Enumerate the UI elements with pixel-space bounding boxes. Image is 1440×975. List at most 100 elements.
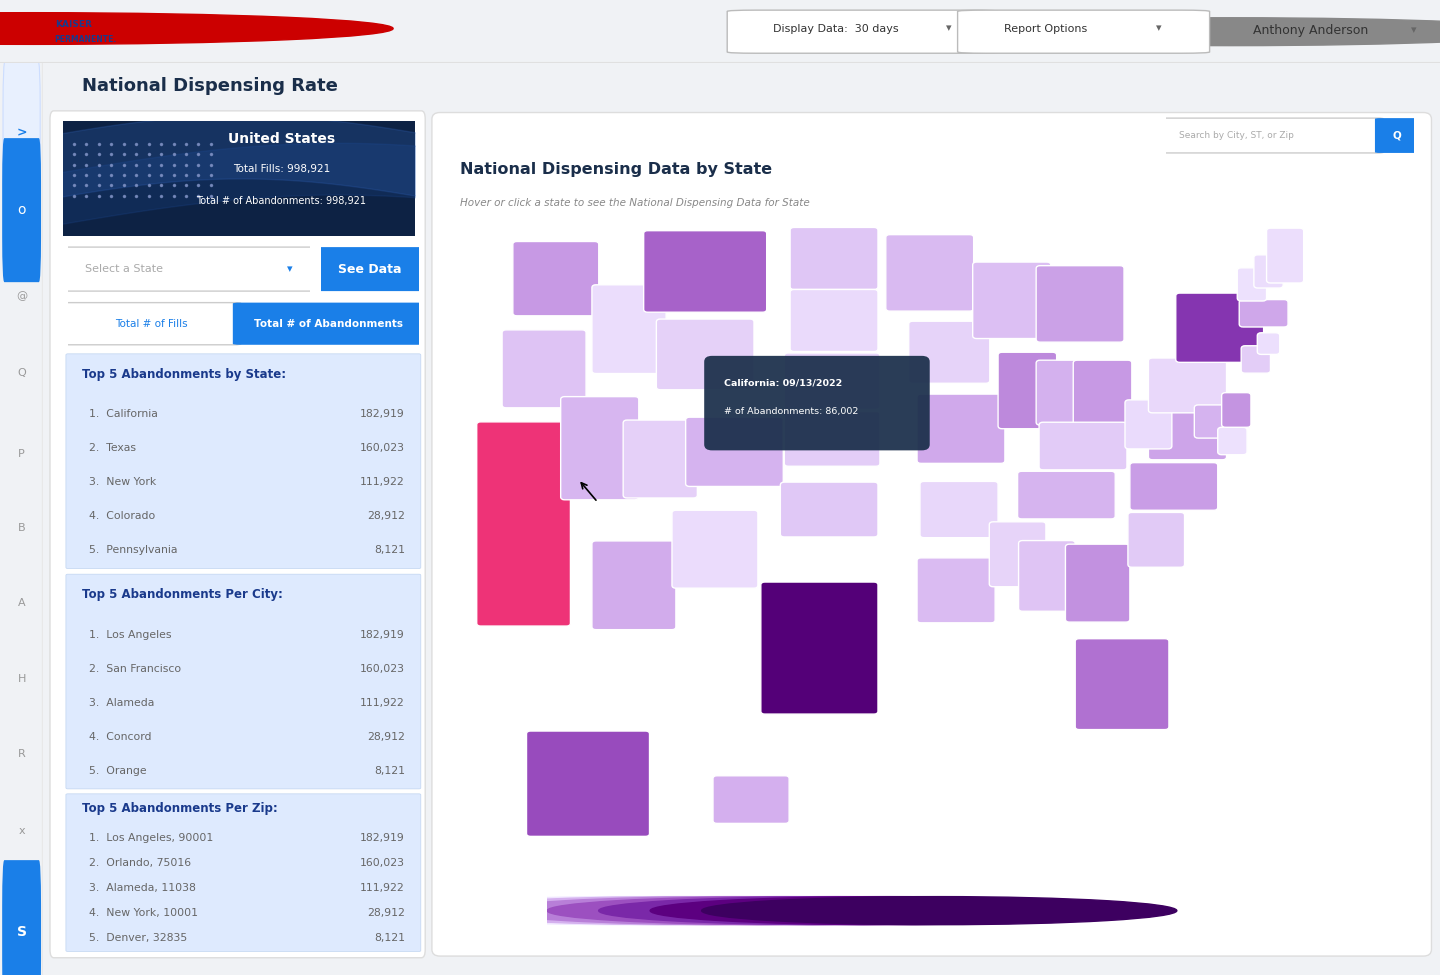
- Text: ▾: ▾: [287, 264, 292, 274]
- Text: Total # of Abandonments: Total # of Abandonments: [253, 319, 403, 329]
- Text: 8,121: 8,121: [374, 765, 405, 776]
- FancyBboxPatch shape: [320, 247, 420, 292]
- FancyBboxPatch shape: [713, 776, 789, 823]
- Text: 1.  Los Angeles, 90001: 1. Los Angeles, 90001: [89, 834, 213, 843]
- Text: ▾: ▾: [1411, 25, 1417, 35]
- Circle shape: [651, 897, 1126, 924]
- Text: Hover or click a state to see the National Dispensing Data for State: Hover or click a state to see the Nation…: [459, 198, 809, 208]
- FancyBboxPatch shape: [972, 262, 1051, 338]
- FancyBboxPatch shape: [233, 302, 425, 345]
- Text: ▾: ▾: [946, 23, 952, 33]
- FancyBboxPatch shape: [989, 522, 1045, 587]
- Text: ▾: ▾: [1156, 23, 1162, 33]
- FancyBboxPatch shape: [527, 731, 649, 837]
- Text: 160,023: 160,023: [360, 858, 405, 869]
- FancyBboxPatch shape: [1221, 393, 1251, 427]
- Text: o: o: [17, 203, 26, 217]
- Text: 4.  Concord: 4. Concord: [89, 732, 151, 742]
- Text: Top 5 Abandonments by State:: Top 5 Abandonments by State:: [82, 368, 287, 380]
- FancyBboxPatch shape: [624, 420, 697, 498]
- FancyBboxPatch shape: [1130, 463, 1218, 510]
- FancyBboxPatch shape: [66, 354, 420, 568]
- Text: H: H: [17, 674, 26, 683]
- Text: 5.  Orange: 5. Orange: [89, 765, 147, 776]
- FancyBboxPatch shape: [791, 290, 878, 352]
- Circle shape: [599, 897, 1074, 924]
- Text: B: B: [17, 524, 26, 533]
- FancyBboxPatch shape: [920, 482, 998, 537]
- Text: PERMANENTE.: PERMANENTE.: [55, 35, 117, 44]
- Text: National Dispensing Data by State: National Dispensing Data by State: [459, 162, 772, 177]
- Circle shape: [444, 897, 920, 924]
- FancyBboxPatch shape: [1, 860, 40, 975]
- FancyBboxPatch shape: [1241, 346, 1270, 373]
- Text: P: P: [19, 448, 24, 458]
- FancyBboxPatch shape: [998, 352, 1057, 429]
- Text: x: x: [19, 826, 24, 836]
- FancyBboxPatch shape: [704, 356, 930, 450]
- FancyBboxPatch shape: [1037, 265, 1125, 342]
- Text: California: 09/13/2022: California: 09/13/2022: [724, 378, 842, 387]
- FancyBboxPatch shape: [1240, 299, 1287, 327]
- Circle shape: [495, 897, 971, 924]
- Text: United States: United States: [228, 133, 334, 146]
- Text: 3.  New York: 3. New York: [89, 478, 156, 488]
- Text: 3.  Alameda: 3. Alameda: [89, 698, 154, 708]
- FancyBboxPatch shape: [62, 302, 240, 345]
- Text: 8,121: 8,121: [374, 933, 405, 943]
- FancyBboxPatch shape: [503, 330, 586, 408]
- Text: >: >: [16, 126, 27, 139]
- Text: A: A: [17, 598, 26, 608]
- FancyBboxPatch shape: [958, 10, 1210, 54]
- FancyBboxPatch shape: [1037, 360, 1084, 425]
- Text: 4.  New York, 10001: 4. New York, 10001: [89, 908, 197, 918]
- FancyBboxPatch shape: [785, 353, 880, 410]
- Text: National Dispensing Rate: National Dispensing Rate: [82, 77, 338, 96]
- Text: S: S: [17, 925, 26, 939]
- FancyBboxPatch shape: [1040, 422, 1128, 470]
- Text: Select a State: Select a State: [85, 264, 163, 274]
- Text: 28,912: 28,912: [367, 908, 405, 918]
- Text: 3.  Alameda, 11038: 3. Alameda, 11038: [89, 883, 196, 893]
- FancyBboxPatch shape: [432, 112, 1431, 956]
- FancyBboxPatch shape: [1218, 427, 1247, 454]
- FancyBboxPatch shape: [560, 397, 639, 500]
- FancyBboxPatch shape: [1149, 358, 1227, 412]
- Text: 111,922: 111,922: [360, 478, 405, 488]
- FancyBboxPatch shape: [1237, 268, 1267, 301]
- FancyBboxPatch shape: [760, 582, 878, 714]
- FancyBboxPatch shape: [1267, 228, 1303, 283]
- Text: 182,919: 182,919: [360, 630, 405, 640]
- FancyBboxPatch shape: [1018, 540, 1076, 611]
- Text: Top 5 Abandonments Per Zip:: Top 5 Abandonments Per Zip:: [82, 802, 278, 815]
- FancyBboxPatch shape: [513, 242, 599, 316]
- Text: 1.  California: 1. California: [89, 410, 157, 419]
- Text: 111,922: 111,922: [360, 698, 405, 708]
- FancyBboxPatch shape: [886, 235, 973, 311]
- Text: 100: 100: [600, 904, 622, 917]
- FancyBboxPatch shape: [1375, 118, 1418, 153]
- FancyBboxPatch shape: [63, 247, 314, 292]
- Circle shape: [547, 897, 1022, 924]
- Text: 4.  Colorado: 4. Colorado: [89, 512, 156, 522]
- Text: See Data: See Data: [338, 262, 402, 276]
- FancyBboxPatch shape: [917, 558, 995, 623]
- Text: 111,922: 111,922: [360, 883, 405, 893]
- FancyBboxPatch shape: [909, 321, 989, 383]
- FancyBboxPatch shape: [66, 794, 420, 952]
- FancyBboxPatch shape: [1254, 254, 1283, 288]
- FancyBboxPatch shape: [50, 111, 425, 957]
- Text: R: R: [17, 750, 26, 760]
- FancyBboxPatch shape: [1128, 513, 1185, 567]
- Text: 8,121: 8,121: [374, 545, 405, 556]
- Text: 2.  Orlando, 75016: 2. Orlando, 75016: [89, 858, 192, 869]
- FancyBboxPatch shape: [917, 394, 1005, 463]
- Text: Total # of Abandonments: 998,921: Total # of Abandonments: 998,921: [196, 196, 366, 207]
- FancyBboxPatch shape: [780, 482, 878, 537]
- FancyBboxPatch shape: [1162, 118, 1382, 153]
- Circle shape: [701, 897, 1176, 924]
- Circle shape: [0, 13, 393, 44]
- FancyBboxPatch shape: [66, 574, 420, 789]
- Text: 160,023: 160,023: [360, 444, 405, 453]
- Text: 28,912: 28,912: [367, 512, 405, 522]
